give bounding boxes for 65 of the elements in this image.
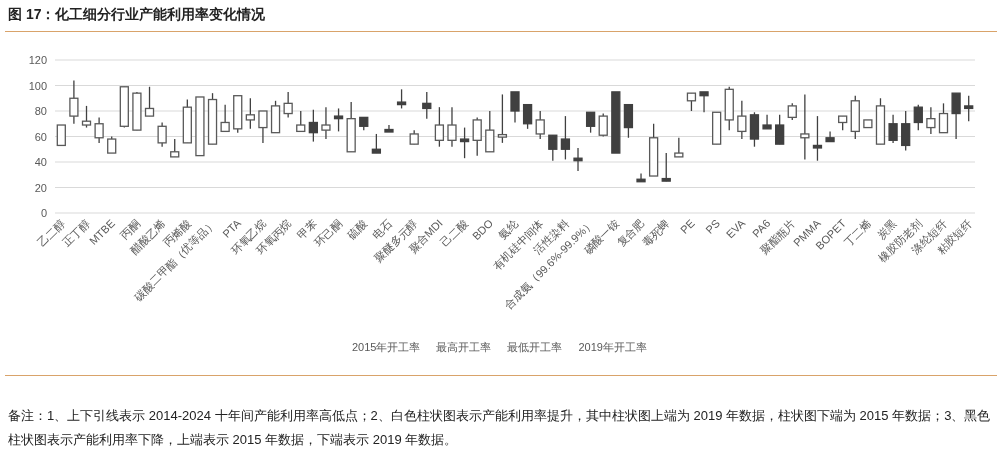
text: 备注：1、上下引线表示 2014-2024 十年间产能利用率高低点；2、白色柱状图表示产能利用率提升，其中柱状图上端为 2019 年数据，柱状图下端为 2015 年数据；3、黑色柱状图表示产能利用率下降，上端表示 2015 年数据，下端表示 2019 年数据。	[8, 407, 992, 449]
candlestick	[674, 137, 684, 158]
candlestick	[333, 107, 344, 133]
candlestick	[762, 114, 772, 130]
text: 2015年开工率	[352, 341, 421, 353]
candlestick	[69, 79, 79, 125]
text: 最高开工率	[436, 341, 492, 353]
y-tick-label: 0	[40, 207, 47, 219]
text: 最低开工率	[507, 341, 563, 353]
text: 2019年开工率	[578, 341, 647, 353]
candlestick	[812, 115, 823, 162]
candlestick	[938, 102, 949, 134]
candlestick	[245, 97, 255, 130]
candlestick	[157, 121, 167, 148]
candlestick	[800, 93, 810, 161]
x-tick-label: PS	[703, 216, 723, 236]
x-tick-label: PE	[677, 216, 697, 236]
candlestick	[913, 103, 923, 131]
candlestick	[901, 110, 911, 152]
chart-title: 图 17：化工细分行业产能利用率变化情况	[8, 6, 266, 24]
candlestick	[56, 124, 66, 147]
candlestick	[623, 103, 634, 139]
y-tick-label: 80	[34, 105, 47, 117]
candlestick	[81, 105, 92, 129]
y-tick-label: 40	[34, 156, 47, 168]
candlestick	[220, 103, 230, 133]
x-tick-label: 硫酸	[345, 216, 370, 241]
candlestick	[560, 115, 571, 161]
candlestick	[283, 91, 293, 119]
candlestick	[485, 110, 495, 153]
candlestick	[472, 116, 482, 157]
candlestick	[598, 112, 608, 138]
candlestick	[964, 95, 974, 122]
candlestick	[737, 100, 747, 140]
candlestick	[396, 88, 407, 110]
candlestick	[434, 106, 445, 148]
candlestick	[926, 106, 936, 135]
candlestick	[384, 124, 394, 133]
candlestick	[94, 116, 104, 144]
candlestick	[548, 134, 558, 162]
y-tick-label: 120	[28, 54, 47, 66]
y-tick-label: 60	[34, 130, 47, 143]
candlestick	[422, 91, 432, 120]
candlestick	[825, 130, 835, 143]
candlestick	[144, 86, 155, 117]
candlestick	[661, 152, 671, 182]
candlestick	[296, 110, 306, 133]
candlestick	[258, 110, 268, 144]
candlestick	[321, 106, 331, 140]
y-tick-label: 100	[28, 79, 47, 92]
candlestick	[951, 92, 961, 140]
y-tick-label: 20	[34, 181, 47, 194]
candlestick	[497, 93, 508, 144]
candlestick	[535, 110, 545, 140]
candlestick	[585, 111, 596, 134]
candlestick	[522, 103, 533, 130]
x-tick-label: EVA	[723, 216, 748, 241]
candlestick	[888, 114, 898, 144]
candlestick	[510, 91, 520, 124]
candlestick	[308, 109, 319, 143]
candlestick	[371, 133, 382, 154]
candlestick	[447, 106, 457, 148]
candlestick	[459, 126, 470, 159]
candlestick	[775, 114, 785, 145]
candlestick	[699, 91, 709, 113]
